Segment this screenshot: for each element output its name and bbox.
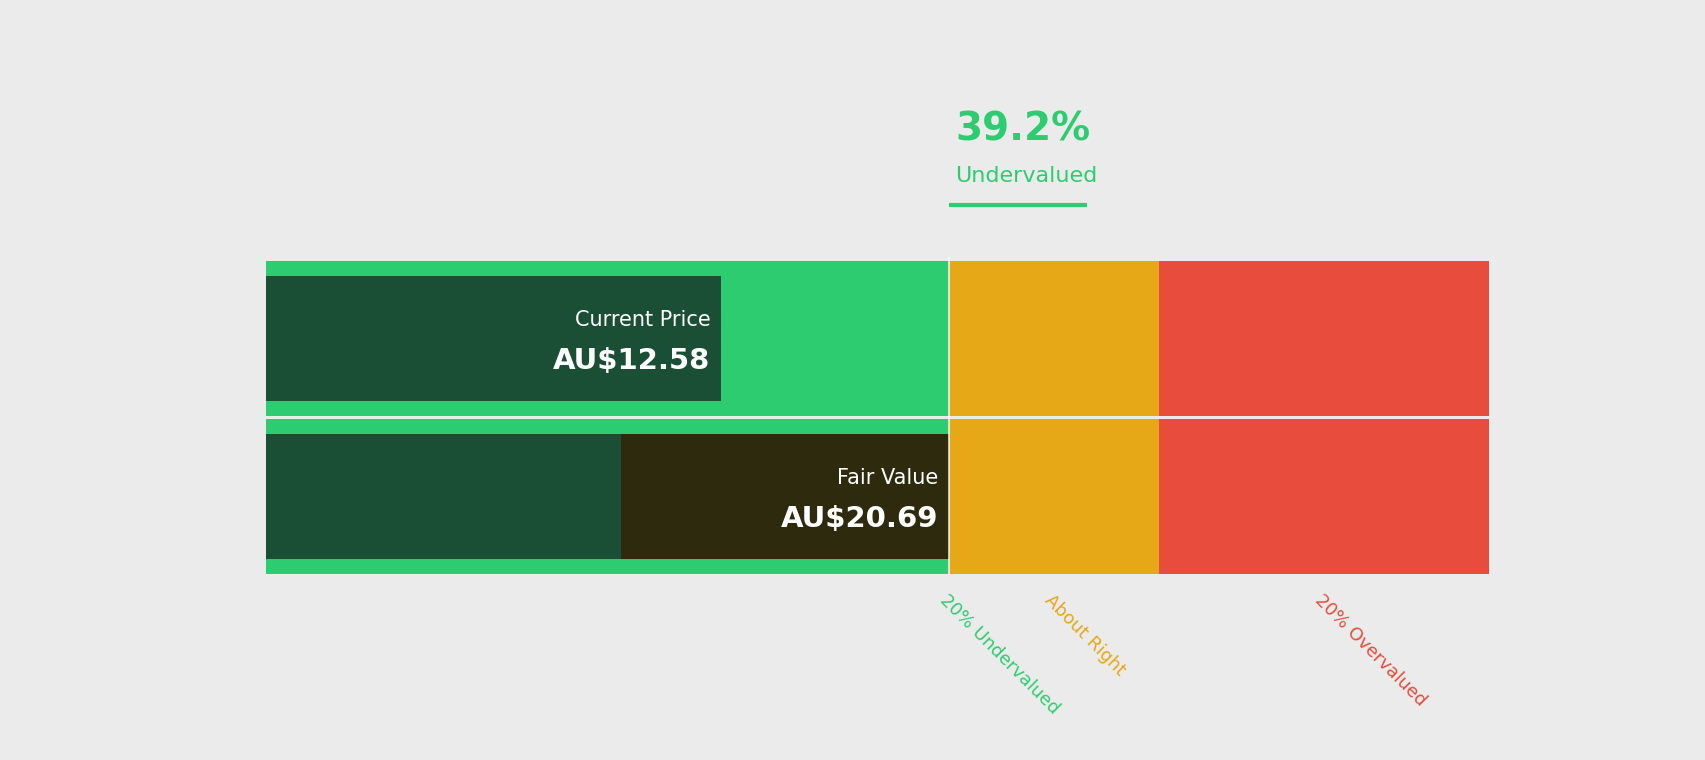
Text: AU$12.58: AU$12.58 — [552, 347, 709, 375]
Text: 39.2%: 39.2% — [955, 110, 1089, 148]
Bar — [948, 420, 1158, 574]
Text: AU$20.69: AU$20.69 — [779, 505, 938, 534]
Bar — [1158, 420, 1488, 574]
Bar — [1158, 261, 1488, 416]
Text: Current Price: Current Price — [575, 310, 709, 330]
Bar — [266, 276, 721, 401]
Bar — [266, 434, 948, 559]
Text: 20% Overvalued: 20% Overvalued — [1311, 591, 1429, 710]
Text: Fair Value: Fair Value — [835, 468, 938, 488]
Bar — [266, 261, 948, 416]
Text: About Right: About Right — [1040, 591, 1129, 679]
Text: 20% Undervalued: 20% Undervalued — [936, 591, 1062, 718]
Bar — [948, 261, 1158, 416]
Bar — [621, 434, 948, 559]
Bar — [266, 420, 948, 574]
Text: Undervalued: Undervalued — [955, 166, 1096, 186]
